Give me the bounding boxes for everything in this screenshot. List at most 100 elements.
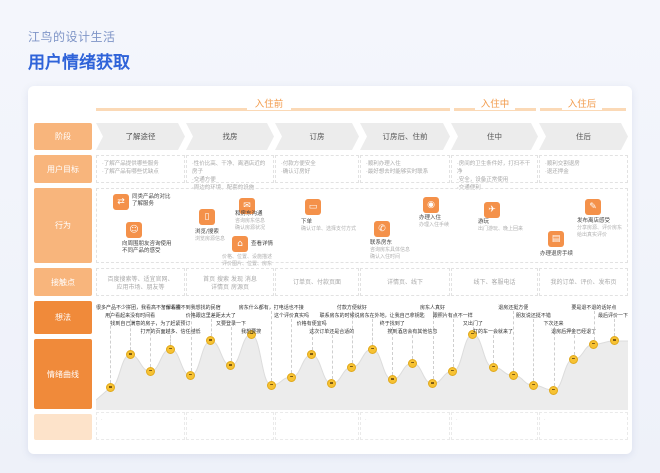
emotion-face-icon xyxy=(246,329,256,339)
thought-label: 退房还挺方便 xyxy=(498,305,529,311)
thought-connector xyxy=(412,335,414,359)
goal-cell: ·顺利办理入住 ·最好想去时能够实时联系 xyxy=(360,155,450,183)
thought-label: 价格有便宜吗 xyxy=(296,321,327,327)
emotion-face-icon xyxy=(206,336,216,346)
emotion-curve-area xyxy=(96,334,628,410)
action-review: 发布离店感受 分享房源、评价房东 给出真实评价 xyxy=(577,218,623,238)
thought-label: 为什么搜不到我想找的民宿 xyxy=(160,305,221,311)
thought-label: 最后评价一下 xyxy=(598,313,629,319)
phone-icon: ▯ xyxy=(199,209,215,225)
row-label-behavior: 行为 xyxy=(34,188,92,263)
thought-connector xyxy=(351,311,353,363)
phone-call-icon: ✆ xyxy=(374,221,390,237)
phase-label-before: 入住前 xyxy=(247,96,291,110)
action-order: 下单 确认订单、选择支付方式 xyxy=(301,219,357,232)
row-label-stage: 阶段 xyxy=(34,123,92,150)
touchpoint-cell: 百度搜索等、适宜官网、 应用市场、朋友等 xyxy=(96,268,185,296)
bottom-cell: · xyxy=(539,412,628,440)
stage-stay: 住中 xyxy=(451,123,538,150)
touchpoint-cell: 线下、客服电话 xyxy=(451,268,538,296)
cart-icon: ▭ xyxy=(305,199,321,215)
thought-label: 房东人真好 xyxy=(420,305,446,311)
home-icon: ⌂ xyxy=(232,236,248,252)
goal-cell: ·了解产品提供哪些服务 ·了解产品有哪些优缺点 xyxy=(96,155,185,183)
row-label-thought: 想法 xyxy=(34,301,92,334)
phase-label-after: 入住后 xyxy=(562,96,602,110)
behavior-area xyxy=(96,188,628,263)
thought-label: 要是退不退的话好点 xyxy=(571,305,617,311)
emotion-face-icon xyxy=(407,358,417,368)
action-checkout: 办理退房手续 xyxy=(540,251,574,257)
row-label-goal: 用户目标 xyxy=(34,155,92,183)
compare-icon: ⇄ xyxy=(113,194,129,210)
thought-connector xyxy=(573,335,575,355)
thought-label: 很多产品不少拼团，我看高不了解看看 xyxy=(96,305,182,311)
thought-connector xyxy=(432,311,434,380)
stage-learn: 了解途径 xyxy=(96,123,185,150)
emotion-face-icon xyxy=(307,350,317,360)
thought-connector xyxy=(331,335,333,380)
goal-cell: ·房间的卫生条件好，打扫不干净 ·安全，设备正常使用 ·交通便利 xyxy=(451,155,538,191)
bottom-cell: · xyxy=(186,412,274,440)
trip-icon: ✈ xyxy=(484,202,500,218)
checkout-icon: ▤ xyxy=(548,231,564,247)
stage-find: 找房 xyxy=(186,123,274,150)
thought-connector xyxy=(110,311,111,384)
emotion-face-icon xyxy=(468,329,478,339)
thought-connector xyxy=(472,327,474,330)
emotion-face-icon xyxy=(286,372,296,382)
bottom-cell: · xyxy=(360,412,450,440)
thought-connector xyxy=(230,327,232,362)
thought-label: 搜到酒店会有其他信息 xyxy=(387,329,438,335)
thought-label: 联系房东的时候说房东在外地，让我自己拿钥匙 xyxy=(319,313,425,319)
thought-connector xyxy=(190,311,192,371)
chat-icon: ✉ xyxy=(239,198,255,214)
emotion-face-icon xyxy=(569,354,579,364)
thought-connector xyxy=(210,319,212,337)
thought-connector xyxy=(593,311,595,340)
emotion-face-icon xyxy=(226,361,236,371)
row-label-touchpoint: 接触点 xyxy=(34,268,92,296)
emotion-face-icon xyxy=(145,366,155,376)
action-ask-friends: 向周围朋友咨询使用 不同产品的感受 xyxy=(122,241,172,254)
thought-label: 退房后押金已经退了 xyxy=(551,329,597,335)
emotion-face-icon xyxy=(549,385,559,395)
thought-label: 又要登录一下 xyxy=(215,321,246,327)
thought-label: 终于找到了 xyxy=(379,321,405,327)
brand-label: 江鸟的设计生活 xyxy=(28,30,116,44)
page-title: 用户情绪获取 xyxy=(28,53,130,73)
thought-connector xyxy=(130,319,132,351)
row-label-emotion: 情绪曲线 xyxy=(34,339,92,409)
touchpoint-cell: 我的订单、评价、发布页 xyxy=(539,268,628,296)
thought-label: 打开的页面越多、信任越低 xyxy=(140,329,201,335)
action-view-detail-sub: 价格、位置、设施描述 评价图片、位置、房东 xyxy=(222,254,273,267)
goal-cell: ·付款方便安全 ·确认订房好 xyxy=(275,155,359,183)
action-chat-host: 和房东沟通 咨询房东信息 确认房源状况 xyxy=(235,211,266,231)
emotion-face-icon xyxy=(428,379,438,389)
thought-connector xyxy=(311,327,313,351)
stage-after-booking: 订房后、住前 xyxy=(360,123,450,150)
emotion-face-icon xyxy=(347,362,357,372)
emotion-face-icon xyxy=(105,383,115,393)
thought-connector xyxy=(513,311,515,371)
review-icon: ✎ xyxy=(585,199,601,215)
emotion-face-icon xyxy=(327,379,337,389)
thought-label: 找到自己满意的房子，为了赶紧预订 xyxy=(110,321,191,327)
phase-label-during: 入住中 xyxy=(475,96,515,110)
action-compare: 同类产品的对比 了解服务 xyxy=(132,194,171,207)
emotion-face-icon xyxy=(387,375,397,384)
thought-label: 这次订单还是合适的 xyxy=(309,329,355,335)
thought-label: 这个评价真实吗 xyxy=(273,313,309,319)
thought-label: 我想要搜 xyxy=(241,329,262,335)
thought-connector xyxy=(150,327,152,367)
thought-connector xyxy=(452,319,454,367)
people-icon: ☺ xyxy=(126,222,142,238)
thought-connector xyxy=(614,319,615,337)
touchpoint-cell: 首页 搜索 发现 消息 详情页 房源页 xyxy=(186,268,274,296)
thought-label: 价格跟这里差距太大了 xyxy=(185,313,236,319)
emotion-face-icon xyxy=(125,350,135,360)
thought-label: 又出门了 xyxy=(462,321,483,327)
bottom-cell: · xyxy=(451,412,538,440)
thought-label: 跟照片有点不一样 xyxy=(432,313,473,319)
goal-cell: ·性价比高、干净、离酒店近的房子 ·交通方便 ·周边的环境、配套的设施 xyxy=(186,155,274,191)
